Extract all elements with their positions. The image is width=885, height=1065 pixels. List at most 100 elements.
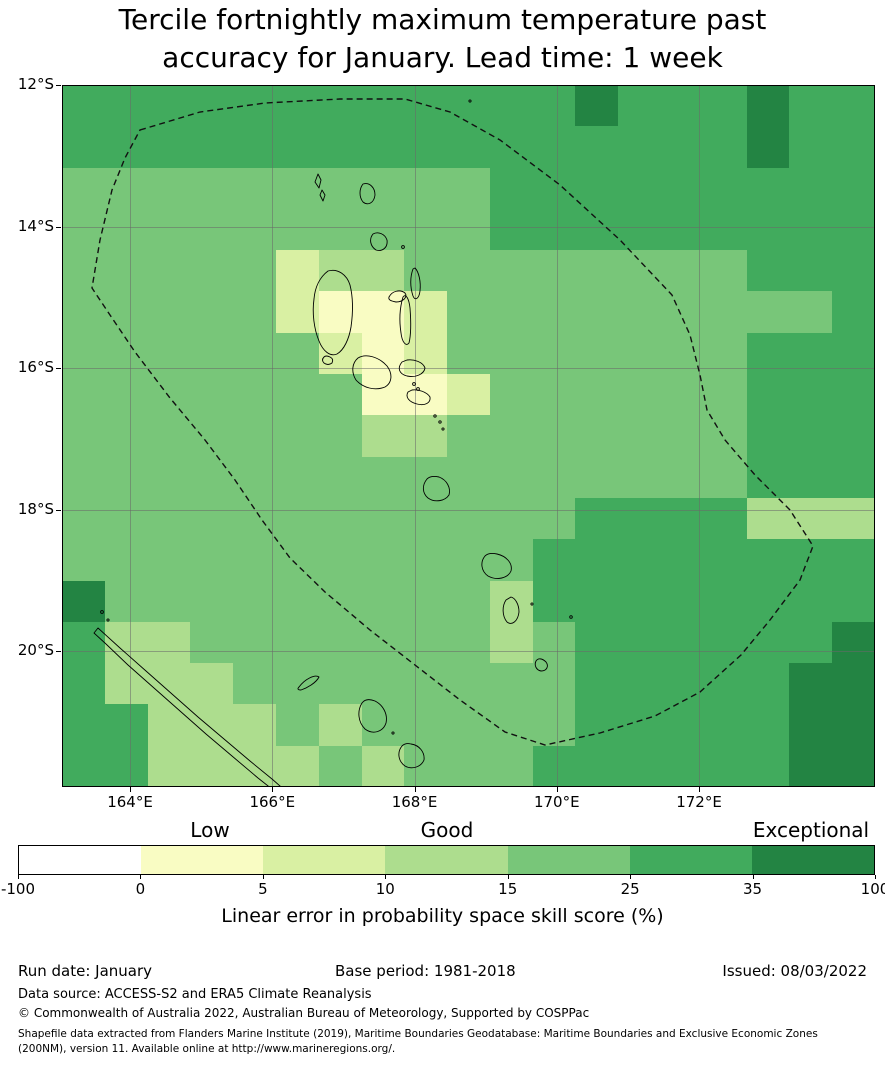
colorbar-tick-label: 25: [620, 880, 640, 898]
grid-cell: [447, 291, 490, 333]
grid-cell: [62, 374, 105, 415]
grid-cell: [233, 581, 276, 622]
grid-cell: [62, 126, 105, 168]
lon-tick: [272, 787, 274, 792]
colorbar-tick-label: -100: [0, 880, 36, 898]
lat-tick-label: 20°S: [17, 641, 54, 659]
grid-cell: [832, 704, 875, 746]
grid-cell: [362, 85, 404, 126]
grid-cell: [62, 415, 105, 457]
grid-cell: [832, 663, 875, 704]
colorbar-tick: [262, 875, 264, 879]
title-line-1: Tercile fortnightly maximum temperature …: [118, 3, 767, 36]
heatmap-grid: [62, 85, 875, 787]
grid-cell: [105, 457, 148, 498]
grid-cell: [704, 126, 747, 168]
grid-cell: [404, 498, 447, 539]
grid-cell: [661, 374, 704, 415]
grid-cell: [575, 250, 618, 291]
grid-cell: [533, 457, 575, 498]
island-lifou: [358, 699, 387, 733]
grid-cell: [105, 85, 148, 126]
grid-cell: [704, 85, 747, 126]
run-date-text: Run date: January: [18, 962, 153, 980]
grid-cell: [105, 168, 148, 209]
gridline-meridian: [272, 85, 274, 787]
grid-cell: [319, 581, 362, 622]
colorbar-tick: [18, 875, 19, 879]
lat-tick-label: 14°S: [17, 216, 54, 235]
grid-cell: [747, 209, 789, 250]
grid-cell: [362, 291, 404, 333]
colorbar-tick-label: 10: [375, 880, 395, 898]
grid-cell: [276, 168, 319, 209]
island-torres: [314, 173, 326, 202]
grid-cell: [533, 622, 575, 663]
island-gaua: [370, 232, 388, 251]
lat-tick-label: 18°S: [17, 499, 54, 518]
grid-cell: [618, 374, 661, 415]
grid-cell: [148, 209, 190, 250]
grid-cell: [661, 85, 704, 126]
grid-cell: [618, 746, 661, 787]
grid-cell: [490, 291, 533, 333]
grid-cell: [404, 333, 447, 374]
grid-cell: [533, 415, 575, 457]
grid-cell: [319, 85, 362, 126]
grid-cell: [789, 704, 832, 746]
grid-cell: [62, 209, 105, 250]
gridline-parallel: [62, 509, 875, 511]
grid-cell: [105, 581, 148, 622]
eez-boundary: [91, 98, 814, 746]
grid-cell: [618, 168, 661, 209]
grid-cell: [447, 126, 490, 168]
grid-cell: [661, 457, 704, 498]
grid-cell: [575, 622, 618, 663]
island-espiritu-santo: [312, 269, 353, 356]
grid-cell: [190, 581, 233, 622]
grid-cell: [362, 126, 404, 168]
shapefile-note-text: Shapefile data extracted from Flanders M…: [18, 1028, 818, 1055]
island-efate: [422, 475, 450, 502]
islet-dot: [433, 414, 437, 418]
colorbar-segment: [385, 846, 508, 874]
grid-cell: [789, 85, 832, 126]
grid-cell: [404, 250, 447, 291]
grid-cell: [148, 168, 190, 209]
grid-cell: [661, 746, 704, 787]
grid-cell: [747, 622, 789, 663]
grid-cell: [362, 581, 404, 622]
grid-cell: [319, 250, 362, 291]
colorbar-tick: [140, 875, 142, 879]
grid-cell: [704, 333, 747, 374]
grid-cell: [233, 622, 276, 663]
grid-cell: [190, 126, 233, 168]
grid-cell: [661, 250, 704, 291]
grid-cell: [362, 746, 404, 787]
grid-cell: [404, 291, 447, 333]
grid-cell: [747, 746, 789, 787]
grid-cell: [148, 250, 190, 291]
colorbar-qualitative-label: Exceptional: [752, 818, 870, 842]
grid-cell: [575, 746, 618, 787]
gridline-parallel: [62, 368, 875, 369]
grid-cell: [276, 126, 319, 168]
islet-dot: [468, 99, 472, 103]
grid-cell: [319, 168, 362, 209]
grid-cell: [661, 498, 704, 539]
grid-cell: [704, 250, 747, 291]
grid-cell: [276, 415, 319, 457]
grid-cell: [747, 333, 789, 374]
lon-tick-label: 166°E: [249, 793, 296, 811]
grid-cell: [832, 85, 875, 126]
grid-cell: [533, 374, 575, 415]
grid-cell: [319, 374, 362, 415]
grid-cell: [362, 457, 404, 498]
lon-tick: [699, 787, 700, 792]
grid-cell: [404, 622, 447, 663]
grid-cell: [105, 539, 148, 581]
islet-dot: [391, 731, 395, 735]
grid-cell: [533, 85, 575, 126]
grid-cell: [618, 539, 661, 581]
